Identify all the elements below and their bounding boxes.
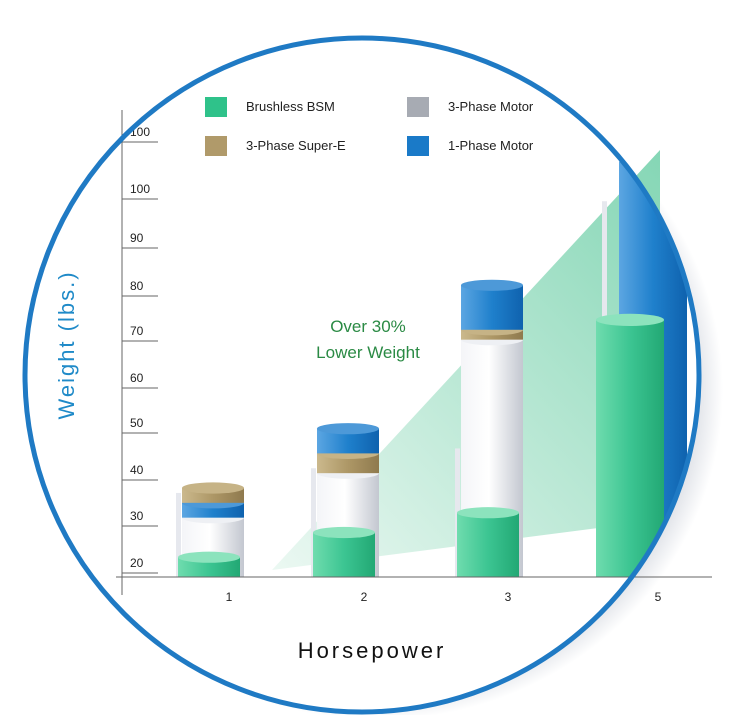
legend-swatch xyxy=(407,97,429,117)
bar-brushless-bsm xyxy=(457,507,519,577)
x-tick-label: 3 xyxy=(505,590,512,604)
legend-label: Brushless BSM xyxy=(246,99,335,114)
bar-1-phase-motor xyxy=(461,279,523,330)
bar-3-phase-super-e xyxy=(619,120,687,152)
legend-label: 3-Phase Motor xyxy=(448,99,534,114)
y-tick-label: 40 xyxy=(130,463,144,477)
x-tick-label: 2 xyxy=(361,590,368,604)
bar-3-phase-super-e xyxy=(182,482,244,503)
legend-swatch xyxy=(205,136,227,156)
y-tick-label: 70 xyxy=(130,324,144,338)
y-tick-label: 60 xyxy=(130,371,144,385)
bar-1-phase-motor xyxy=(317,423,379,454)
legend-swatch xyxy=(407,136,429,156)
bar-brushless-bsm xyxy=(596,313,664,577)
circle-ring xyxy=(22,35,702,715)
y-tick-label: 90 xyxy=(130,231,144,245)
back-pillar xyxy=(311,468,316,577)
x-axis-label: Horsepower xyxy=(298,638,447,663)
back-pillar xyxy=(176,492,181,577)
legend: Brushless BSM 3-Phase Motor 3-Phase Super-… xyxy=(205,97,534,156)
y-tick-label: 80 xyxy=(130,279,144,293)
bar-brushless-bsm xyxy=(178,551,240,577)
annotation-line-2: Lower Weight xyxy=(316,343,420,362)
bar-brushless-bsm xyxy=(313,526,375,577)
y-tick-label: 100 xyxy=(130,182,150,196)
x-tick-label: 1 xyxy=(226,590,233,604)
legend-label: 3-Phase Super-E xyxy=(246,138,346,153)
y-tick-label: 50 xyxy=(130,416,144,430)
y-tick-label: 20 xyxy=(130,556,144,570)
legend-swatch xyxy=(205,97,227,117)
legend-label: 1-Phase Motor xyxy=(448,138,534,153)
annotation-line-1: Over 30% xyxy=(330,317,406,336)
x-tick-label: 5 xyxy=(655,590,662,604)
y-axis-label: Weight (lbs.) xyxy=(54,270,79,419)
y-tick-label: 30 xyxy=(130,509,144,523)
